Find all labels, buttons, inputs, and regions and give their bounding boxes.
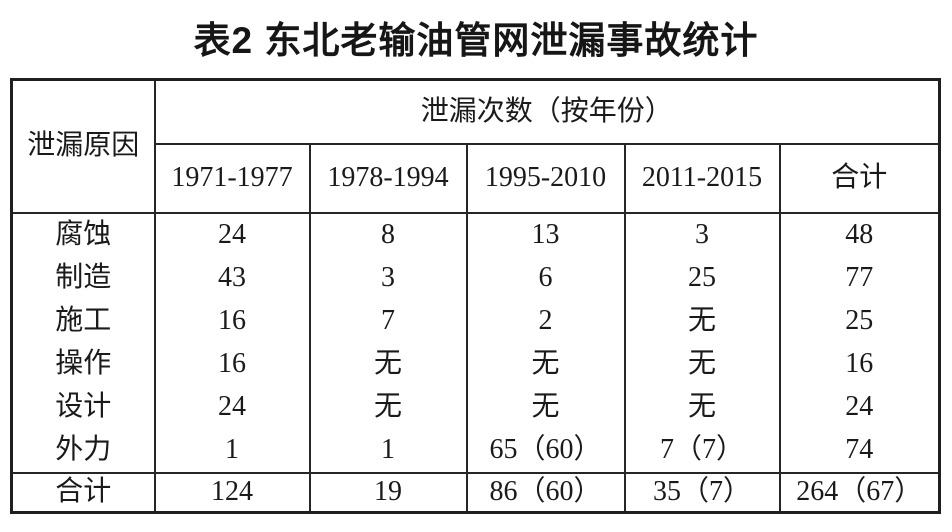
row-label-manufacturing: 制造 [10,257,156,300]
col-header-2011-2015: 2011-2015 [623,143,781,214]
cell-value: 8 [308,213,468,257]
table-row-manufacturing: 制造 43 3 6 25 77 [10,257,941,300]
cell-value: 3 [308,257,468,300]
cell-value: 16 [153,343,311,386]
table-row-total: 合计 124 19 86（60） 35（7） 264（67） [10,472,941,514]
cell-value: 25 [778,300,941,343]
cell-value: 6 [465,257,626,300]
cell-total-value: 264（67） [778,472,941,514]
table-row-external-force: 外力 1 1 65（60） 7（7） 74 [10,429,941,473]
cell-total-value: 19 [308,472,468,514]
table-row-design: 设计 24 无 无 无 24 [10,386,941,429]
cell-value: 16 [153,300,311,343]
cell-value: 无 [623,300,781,343]
table-caption: 表2 东北老输油管网泄漏事故统计 [193,20,759,61]
col-header-1978-1994: 1978-1994 [308,143,468,214]
col-header-total: 合计 [778,143,941,214]
cell-value: 13 [465,213,626,257]
row-label-external-force: 外力 [10,429,156,473]
cell-value: 77 [778,257,941,300]
cell-value: 无 [465,386,626,429]
header-row-years: 1971-1977 1978-1994 1995-2010 2011-2015 … [12,143,941,214]
cell-value: 7（7） [623,429,781,473]
table-row-operation: 操作 16 无 无 无 16 [10,343,941,386]
table-row-corrosion: 腐蚀 24 8 13 3 48 [10,213,941,257]
cell-total-value: 35（7） [623,472,781,514]
cell-value: 无 [308,386,468,429]
cell-value: 74 [778,429,941,473]
cell-value: 无 [623,386,781,429]
row-label-operation: 操作 [10,343,156,386]
cell-value: 无 [308,343,468,386]
cell-value: 24 [153,386,311,429]
col-header-leak-count-by-year: 泄漏次数（按年份） [153,78,941,145]
col-header-leak-cause: 泄漏原因 [10,78,156,214]
cell-value: 48 [778,213,941,257]
row-label-total: 合计 [10,472,156,514]
row-label-construction: 施工 [10,300,156,343]
cell-value: 2 [465,300,626,343]
cell-value: 无 [465,343,626,386]
cell-value: 7 [308,300,468,343]
cell-value: 3 [623,213,781,257]
cell-value: 65（60） [465,429,626,473]
col-header-1995-2010: 1995-2010 [465,143,626,214]
row-label-design: 设计 [10,386,156,429]
cell-value: 43 [153,257,311,300]
header-row-group: 泄漏原因 泄漏次数（按年份） [10,78,941,214]
cell-value: 24 [153,213,311,257]
leak-statistics-table: 泄漏原因 泄漏次数（按年份） 1971-1977 1978-1994 1995-… [10,78,942,514]
cell-total-value: 124 [153,472,311,514]
row-label-corrosion: 腐蚀 [10,213,156,257]
table-row-construction: 施工 16 7 2 无 25 [10,300,941,343]
cell-value: 24 [778,386,941,429]
cell-value: 无 [623,343,781,386]
cell-value: 1 [153,429,311,473]
cell-value: 16 [778,343,941,386]
col-header-1971-1977: 1971-1977 [153,143,311,214]
cell-total-value: 86（60） [465,472,626,514]
cell-value: 1 [308,429,468,473]
cell-value: 25 [623,257,781,300]
